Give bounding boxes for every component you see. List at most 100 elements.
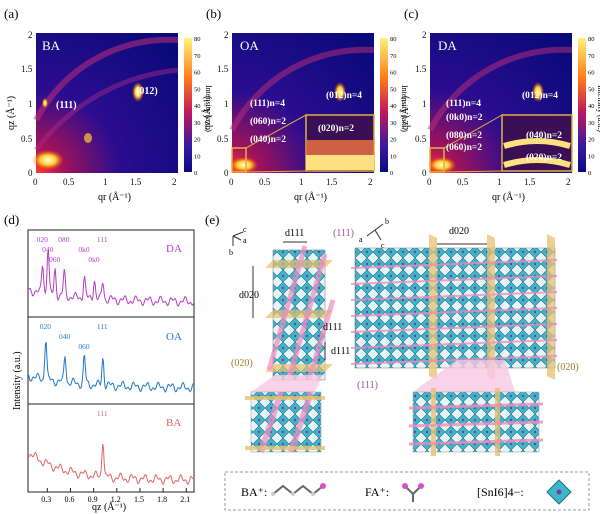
panel-c-sample: DA — [438, 38, 457, 53]
peak-label: 080 — [58, 235, 70, 244]
structure-right: d020 d111 (111) (020) — [323, 226, 579, 391]
panel-a-label: (a) — [4, 6, 18, 21]
panel-d-ylabel: Intensity (a.u.) — [12, 351, 23, 410]
zoom-left — [245, 391, 325, 453]
peak-c-060: (060)n=2 — [446, 142, 482, 153]
svg-text:0.5: 0.5 — [217, 134, 229, 144]
colorbar-tick-label: 60 — [194, 70, 201, 77]
panel-d-frame — [27, 229, 195, 493]
svg-text:2: 2 — [422, 30, 427, 40]
axis-b-ylabel: qz (Å⁻¹) — [201, 96, 213, 130]
svg-text:2: 2 — [224, 30, 229, 40]
colorbar-tick-label: 80 — [588, 36, 595, 43]
svg-text:0: 0 — [28, 168, 33, 178]
peak-label: 060 — [49, 255, 61, 264]
label-d020-right: d020 — [449, 226, 469, 237]
peak-label: 060 — [78, 342, 90, 351]
peak-label: 020 — [40, 322, 52, 331]
svg-text:1: 1 — [299, 177, 304, 187]
colorbars — [184, 38, 586, 172]
colorbar-tick-label: 30 — [194, 120, 201, 127]
svg-text:0.5: 0.5 — [259, 177, 271, 187]
panel-b: (b) OA (111)n=4 (012)n=4 (060)n=2 (040)n… — [201, 6, 375, 203]
legend-box — [224, 471, 590, 511]
svg-text:1: 1 — [103, 177, 108, 187]
series-label-da: DA — [166, 243, 182, 255]
svg-text:0.5: 0.5 — [457, 177, 469, 187]
svg-text:1: 1 — [224, 99, 229, 109]
peak-label: 020 — [37, 235, 49, 244]
colorbar-ticks: 0102030405060708001020304050607080010203… — [194, 36, 595, 177]
zoom-right — [408, 388, 544, 456]
panel-d: (d) 0.3 0.6 0.9 1.2 1.5 1.8 2.1 0200400600800k… — [4, 212, 195, 513]
colorbar-tick-label: 50 — [194, 86, 201, 93]
ba-molecule-icon — [271, 483, 326, 496]
series-line-oa — [27, 342, 195, 393]
svg-text:0.5: 0.5 — [21, 134, 33, 144]
fa-molecule-icon — [402, 483, 424, 502]
x-tick-label: 2.1 — [180, 495, 190, 504]
svg-text:1: 1 — [28, 99, 33, 109]
peak-label: 040 — [42, 245, 54, 254]
svg-text:b: b — [229, 248, 233, 257]
x-tick-label: 0.3 — [41, 495, 51, 504]
peak-b-012: (012)n=4 — [326, 90, 362, 101]
panel-b-label: (b) — [206, 6, 221, 21]
panel-d-label: (d) — [4, 212, 19, 227]
x-tick-label: 1.5 — [134, 495, 144, 504]
x-tick-label: 0.6 — [64, 495, 74, 504]
panel-a-map — [36, 33, 178, 173]
colorbar-tick-label: 40 — [194, 103, 201, 110]
peak-c-080: (080)n=2 — [446, 130, 482, 141]
colorbar-tick-label: 80 — [194, 36, 201, 43]
svg-text:1.5: 1.5 — [524, 177, 536, 187]
colorbar-tick-label: 20 — [390, 137, 397, 144]
label-plane111-left: (111) — [333, 228, 354, 239]
peak-label: 0k0 — [88, 255, 100, 264]
peak-label: 111 — [97, 322, 108, 331]
x-tick-label: 0.9 — [88, 495, 98, 504]
svg-text:2: 2 — [28, 30, 33, 40]
colorbar-tick-label: 60 — [390, 70, 397, 77]
svg-text:0: 0 — [229, 177, 234, 187]
series-label-oa: OA — [166, 331, 182, 343]
panel-c: (c) DA (111)n=4 (0k0)n=2 (080)n=2 (060)n… — [399, 6, 573, 203]
gixd-panels: (a) BA (111) (012) 0 0.5 1 1.5 2 0 0.5 1 1.5 2 q… — [4, 6, 600, 203]
label-d111-mid: d111 — [331, 346, 350, 357]
peak-c-inset-020: (020)n=2 — [526, 152, 562, 163]
axis-a-ylabel: qz (Å⁻¹) — [5, 96, 17, 130]
peak-c-012: (012)n=4 — [522, 90, 558, 101]
structure-left: d111 (111) d020 d111 (020) — [231, 228, 354, 381]
svg-text:0: 0 — [427, 177, 432, 187]
axis-b-xlabel: qr (Å⁻¹) — [294, 191, 327, 203]
peak-a-111: (111) — [56, 100, 77, 111]
svg-text:2: 2 — [172, 177, 177, 187]
colorbar-tick-label: 10 — [194, 153, 201, 160]
svg-text:1.5: 1.5 — [21, 64, 33, 74]
colorbar-tick-label: 0 — [390, 170, 393, 177]
svg-text:0: 0 — [422, 168, 427, 178]
svg-text:1: 1 — [422, 99, 427, 109]
series-label-ba: BA — [166, 417, 181, 429]
colorbar-tick-label: 30 — [390, 120, 397, 127]
axis-triad-right: b a c — [359, 217, 389, 250]
svg-text:0: 0 — [33, 177, 38, 187]
colorbar-tick-label: 50 — [390, 86, 397, 93]
panel-a-sample: BA — [42, 38, 61, 53]
peak-b-040: (040)n=2 — [250, 134, 286, 145]
svg-text:0.5: 0.5 — [415, 134, 427, 144]
svg-text:0: 0 — [224, 168, 229, 178]
peak-label: 111 — [97, 235, 108, 244]
colorbar-a-label: Intensity (a.u.) — [204, 85, 213, 132]
svg-text:2: 2 — [368, 177, 373, 187]
axis-c-xlabel: qr (Å⁻¹) — [492, 191, 525, 203]
colorbar-tick-label: 70 — [588, 53, 595, 60]
colorbar-tick-label: 0 — [588, 170, 591, 177]
colorbar-c-label: Intensity (a.u.) — [596, 85, 600, 132]
peak-b-111: (111)n=4 — [250, 98, 285, 109]
label-d020-left: d020 — [239, 290, 259, 301]
panel-c-label: (c) — [404, 6, 418, 21]
panel-b-sample: OA — [240, 38, 259, 53]
label-plane020-left: (020) — [231, 358, 253, 369]
legend-sni6: [SnI6]4−: — [477, 485, 524, 499]
